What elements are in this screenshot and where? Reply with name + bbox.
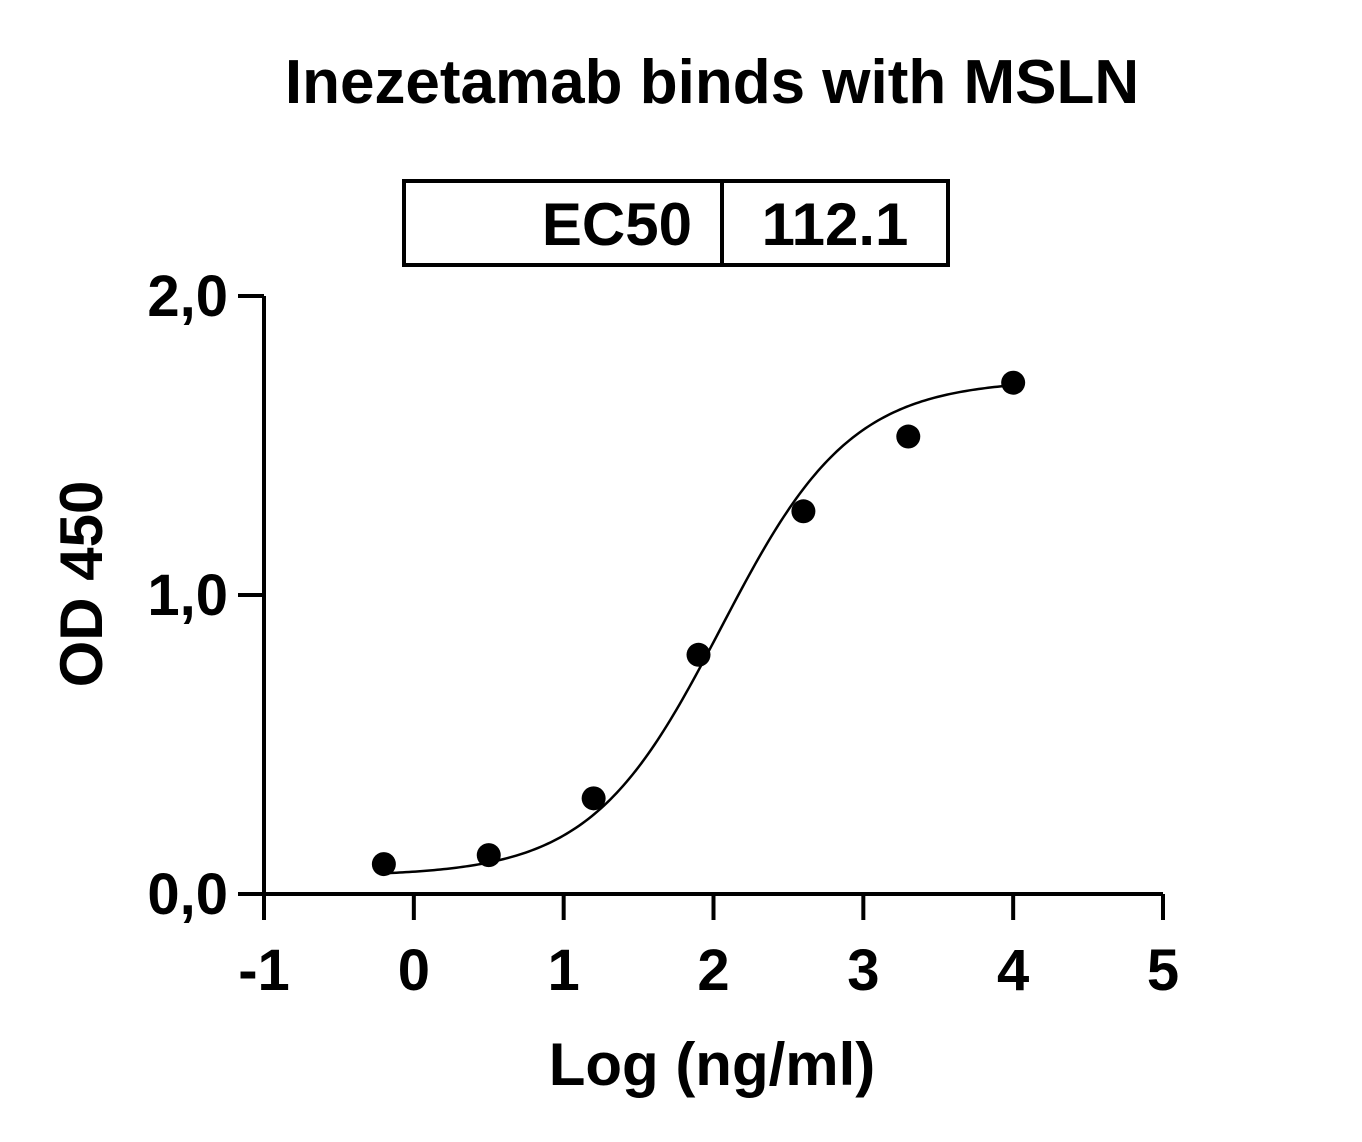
x-axis-label: Log (ng/ml) [549,1031,876,1098]
data-point [581,786,606,811]
ec50-table: EC50 112.1 [402,179,950,267]
data-point [686,642,711,667]
x-tick-label: -1 [238,938,290,1003]
data-points [371,370,1026,877]
data-point [371,852,396,877]
x-tick-label: 2 [697,938,729,1003]
y-tick-label: 2,0 [147,264,228,329]
fit-curve [383,383,1014,875]
chart-title: Inezetamab binds with MSLN [285,48,1139,117]
y-axis-label: OD 450 [48,481,115,688]
y-axis-ticks: 0,0 1,0 2,0 [147,264,264,927]
x-tick-label: 5 [1147,938,1179,1003]
ec50-value: 112.1 [762,191,909,258]
y-tick-label: 1,0 [147,563,228,628]
data-point [791,499,816,524]
y-tick-label: 0,0 [147,862,228,927]
x-tick-label: 3 [847,938,879,1003]
data-point [1001,370,1026,395]
x-tick-label: 0 [398,938,430,1003]
ec50-label: EC50 [542,191,692,258]
x-axis-ticks: -1 0 1 2 3 4 5 [238,894,1179,1003]
x-tick-label: 1 [548,938,580,1003]
ec50-table-border [402,179,950,267]
data-point [476,843,501,868]
x-tick-label: 4 [997,938,1029,1003]
data-point [896,424,921,449]
